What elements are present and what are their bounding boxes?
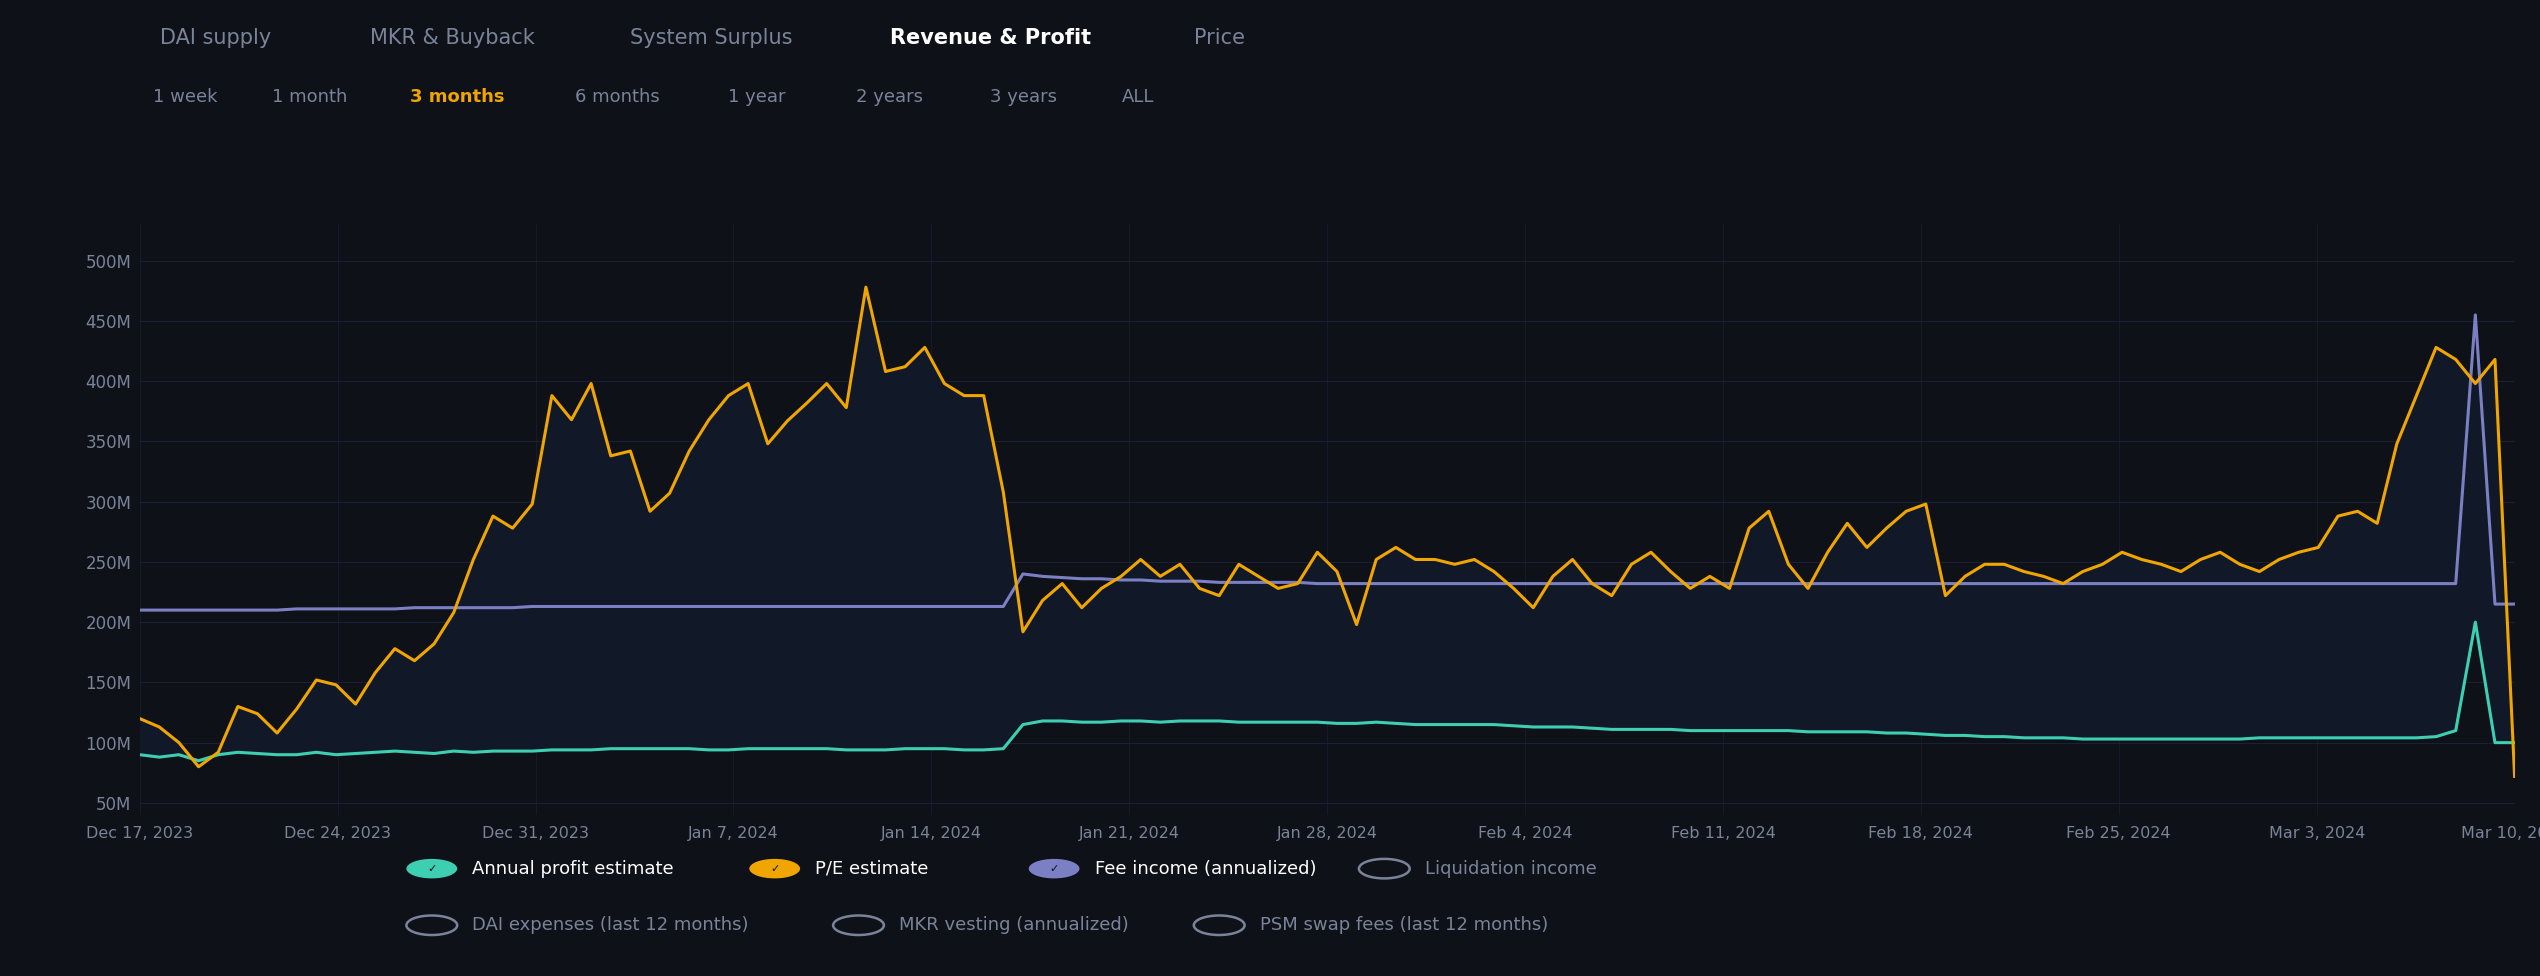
Text: ✓: ✓ xyxy=(427,864,437,874)
Text: 3 months: 3 months xyxy=(409,89,505,106)
Text: MKR & Buyback: MKR & Buyback xyxy=(371,28,533,48)
Text: 1 year: 1 year xyxy=(729,89,785,106)
Text: ✓: ✓ xyxy=(1049,864,1059,874)
Text: Price: Price xyxy=(1194,28,1245,48)
Text: Liquidation income: Liquidation income xyxy=(1425,860,1598,877)
Text: System Surplus: System Surplus xyxy=(630,28,792,48)
Text: 2 years: 2 years xyxy=(856,89,922,106)
Text: P/E estimate: P/E estimate xyxy=(815,860,930,877)
Text: ALL: ALL xyxy=(1123,89,1153,106)
Text: 1 month: 1 month xyxy=(272,89,348,106)
Text: PSM swap fees (last 12 months): PSM swap fees (last 12 months) xyxy=(1260,916,1547,934)
Text: MKR vesting (annualized): MKR vesting (annualized) xyxy=(899,916,1128,934)
Text: DAI expenses (last 12 months): DAI expenses (last 12 months) xyxy=(472,916,749,934)
Text: DAI supply: DAI supply xyxy=(160,28,272,48)
Text: 1 week: 1 week xyxy=(152,89,218,106)
Text: 3 years: 3 years xyxy=(991,89,1057,106)
Text: ✓: ✓ xyxy=(770,864,780,874)
Text: Annual profit estimate: Annual profit estimate xyxy=(472,860,673,877)
Text: Revenue & Profit: Revenue & Profit xyxy=(889,28,1092,48)
Text: 6 months: 6 months xyxy=(574,89,660,106)
Text: Fee income (annualized): Fee income (annualized) xyxy=(1095,860,1316,877)
